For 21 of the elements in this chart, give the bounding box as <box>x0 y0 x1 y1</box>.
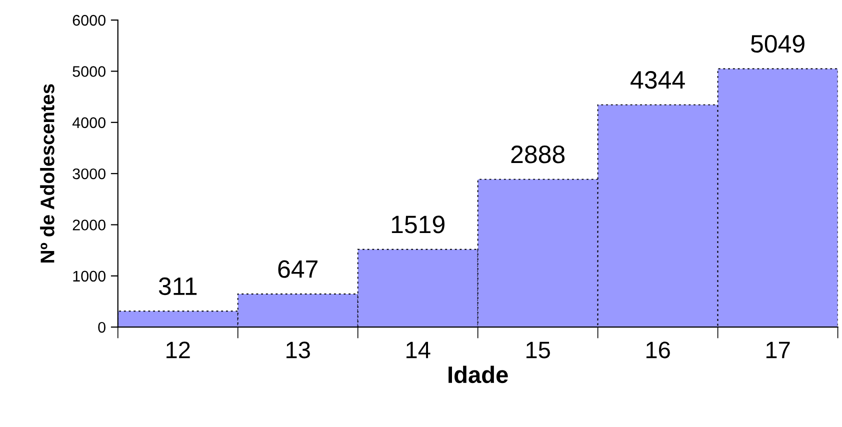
y-tick-label: 2000 <box>72 220 106 230</box>
x-axis-title: Idade <box>448 366 508 384</box>
y-tick-label: 0 <box>98 322 106 333</box>
x-tick-label: 16 <box>646 342 670 358</box>
data-label: 4344 <box>630 71 685 89</box>
data-label: 1519 <box>392 216 444 234</box>
x-tick-label: 13 <box>286 342 310 358</box>
x-tick-label: 17 <box>766 342 790 358</box>
y-axis-title: Nº de Adolescentes <box>40 84 54 262</box>
data-label: 5049 <box>750 34 804 53</box>
y-tick-label: 5000 <box>72 66 106 77</box>
x-tick-label: 15 <box>526 342 550 358</box>
x-tick-label: 12 <box>166 342 190 358</box>
y-tick-label: 4000 <box>72 117 106 128</box>
y-tick-label: 6000 <box>72 14 106 26</box>
data-label: 647 <box>278 260 318 278</box>
x-tick-label: 14 <box>406 342 430 358</box>
y-tick-label: 3000 <box>72 168 106 180</box>
data-label: 2888 <box>511 146 565 164</box>
y-tick-label: 1000 <box>73 270 106 282</box>
data-label: 311 <box>158 277 197 296</box>
